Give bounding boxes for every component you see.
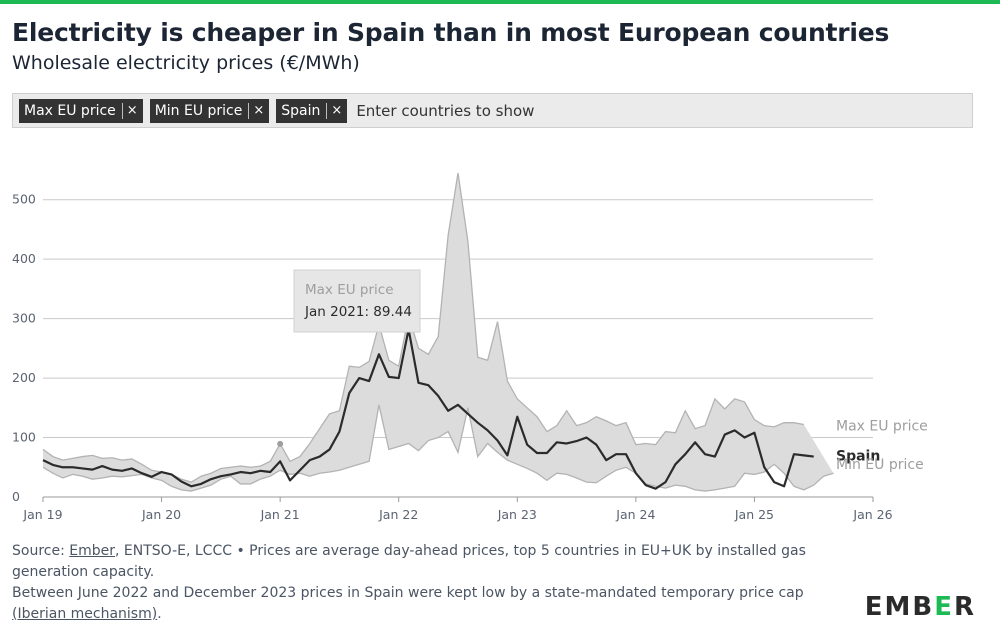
label-spain: Spain [836,449,880,465]
logo-part-accent: E [934,592,954,622]
y-tick-label: 200 [12,370,36,385]
price-chart[interactable]: 0 100 200 300 400 500 Jan 19 Jan 20 Jan 21 Jan 22… [0,140,1000,525]
chip-min-eu-price[interactable]: Min EU price × [149,98,270,123]
tooltip-value: Jan 2021: 89.44 [304,304,412,320]
note-text: Between June 2022 and December 2023 pric… [12,585,804,601]
label-max-eu-price: Max EU price [836,418,928,434]
chip-divider [248,102,250,119]
range-band [43,172,834,492]
country-search-placeholder[interactable]: Enter countries to show [356,101,535,120]
chip-label: Spain [281,102,321,119]
source-link-ember[interactable]: Ember [69,543,116,559]
x-tick-label: Jan 21 [260,507,300,522]
chip-spain[interactable]: Spain × [276,98,348,123]
tooltip-marker [277,440,284,447]
chart-title: Electricity is cheaper in Spain than in … [12,18,890,47]
chip-max-eu-price[interactable]: Max EU price × [19,98,143,123]
source-text: , ENTSO-E, LCCC • Prices are average day… [12,543,806,580]
chart-subtitle: Wholesale electricity prices (€/MWh) [12,52,360,74]
chip-label: Min EU price [154,102,243,119]
y-tick-label: 100 [12,430,36,445]
x-tick-label: Jan 22 [378,507,418,522]
logo-part: EMB [864,592,935,622]
min-eu-price-line[interactable] [42,404,834,492]
y-tick-label: 400 [12,251,36,266]
y-tick-label: 300 [12,311,36,326]
chip-divider [121,102,123,119]
y-tick-label: 500 [12,192,36,207]
close-icon[interactable]: × [126,103,138,118]
logo-part: R [953,592,976,622]
tooltip-box [293,269,421,333]
x-tick-label: Jan 20 [141,507,181,522]
note-end: . [157,606,162,622]
tooltip-series: Max EU price [305,282,394,298]
x-tick-label: Jan 24 [615,507,655,522]
top-accent-bar [0,0,1000,4]
y-tick-label: 0 [12,489,20,504]
ember-logo[interactable]: EMBER [865,592,976,622]
source-label: Source: [12,543,65,559]
close-icon[interactable]: × [253,103,265,118]
x-tick-label: Jan 19 [22,507,62,522]
spain-line[interactable] [42,328,814,490]
iberian-mechanism-link[interactable]: (Iberian mechanism) [12,606,158,622]
chart-footer: Source: Ember, ENTSO-E, LCCC • Prices ar… [12,541,842,625]
x-tick-label: Jan 25 [734,507,774,522]
label-min-eu-price: Min EU price [836,457,924,473]
chip-label: Max EU price [24,102,116,119]
close-icon[interactable]: × [331,103,343,118]
chip-divider [326,102,328,119]
x-tick-label: Jan 23 [497,507,537,522]
country-filter-input[interactable]: Max EU price × Min EU price × Spain × En… [12,93,973,128]
x-tick-label: Jan 26 [852,507,892,522]
